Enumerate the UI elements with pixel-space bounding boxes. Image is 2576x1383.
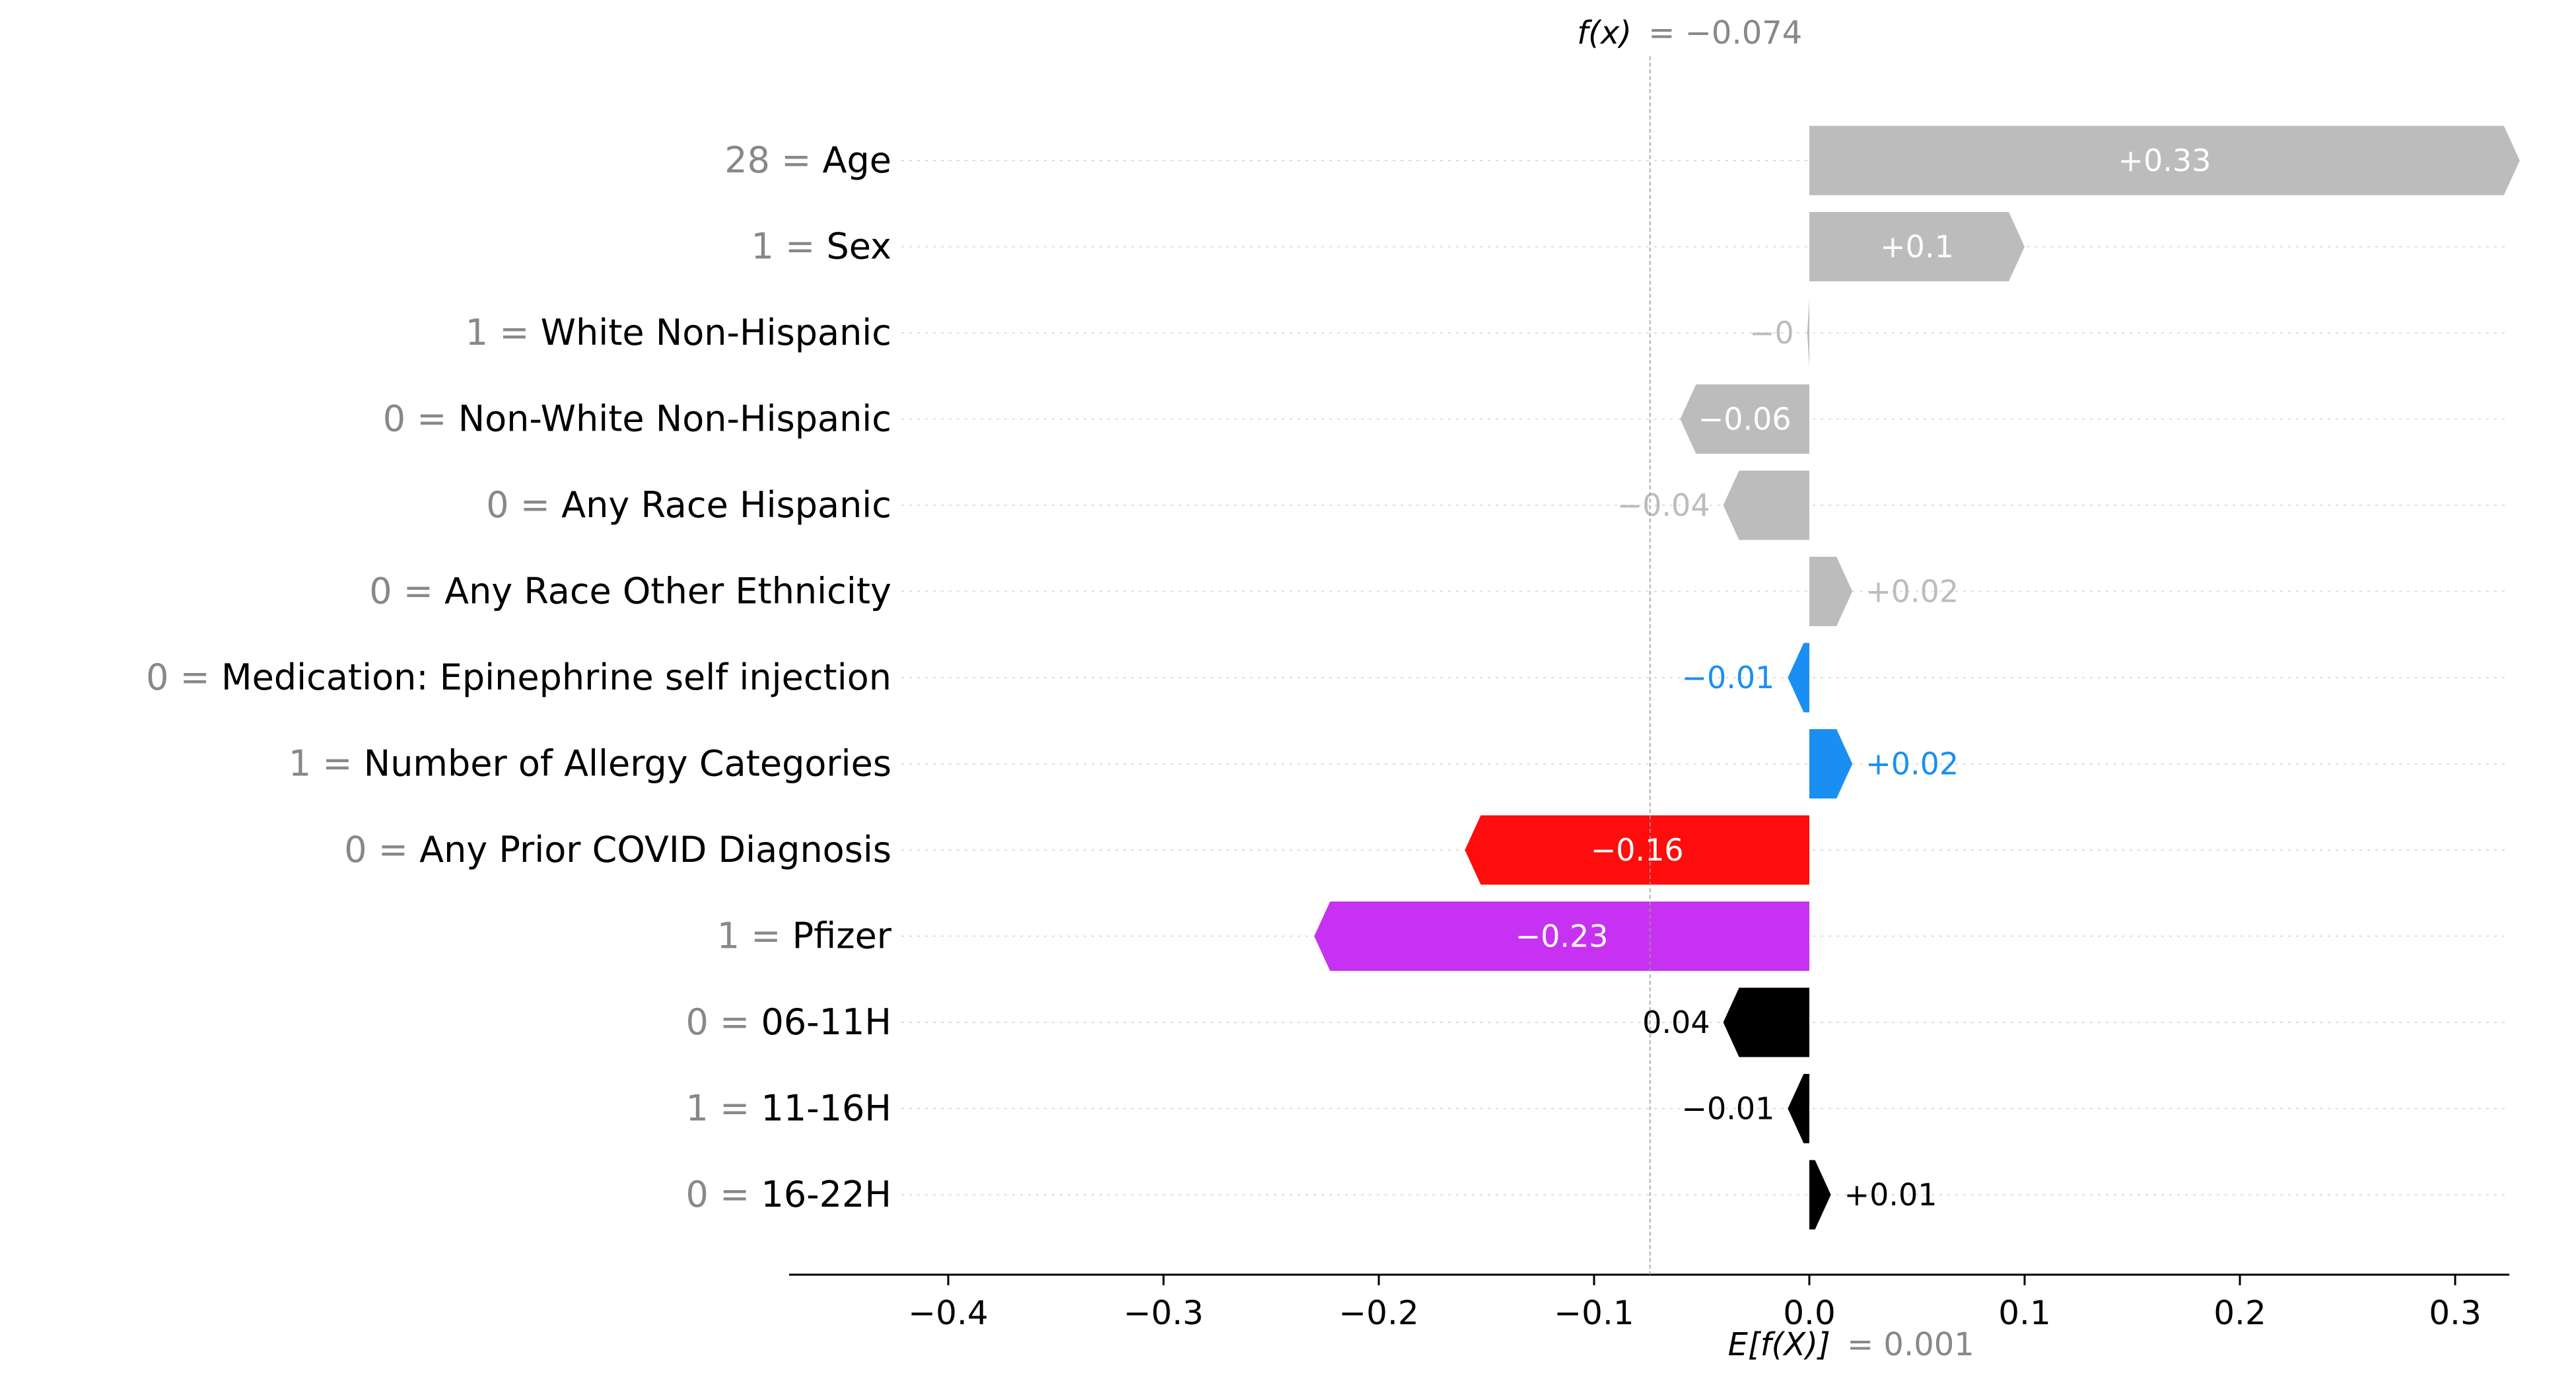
bar-white-non-hispanic [1807, 298, 1809, 368]
bars: +0.33 +0.1 −0 −0.06 −0.04 +0.02 −0.01 +0.02 −0.1… [1314, 125, 2520, 1230]
feature-value: 1 = [466, 312, 541, 353]
feature-name: 16-22H [761, 1174, 891, 1215]
bar-value-label: +0.02 [1865, 746, 1959, 782]
bar-pfizer [1314, 902, 1809, 971]
bar-value-label: +0.1 [1880, 229, 1954, 265]
x-tick-label: −0.2 [1339, 1294, 1418, 1332]
x-tick-label: 0.1 [1998, 1294, 2051, 1332]
feature-label: 0 = Any Prior COVID Diagnosis [344, 829, 891, 870]
feature-label: 1 = Number of Allergy Categories [289, 743, 891, 785]
feature-value: 28 = [724, 139, 822, 181]
efx-annotation: E[f(X)] = 0.001 [1728, 1326, 1974, 1363]
bar-value-label: 0.04 [1642, 1005, 1710, 1040]
feature-label: 0 = Any Race Hispanic [486, 484, 891, 526]
x-tick-label: 0.2 [2213, 1294, 2266, 1332]
feature-value: 0 = [686, 1174, 761, 1215]
x-tick-label: −0.1 [1554, 1294, 1634, 1332]
feature-name: 11-16H [761, 1088, 891, 1129]
bar-value-label: +0.01 [1844, 1177, 1937, 1213]
bar-value-label: −0.04 [1617, 487, 1710, 523]
feature-label: 0 = Medication: Epinephrine self injecti… [146, 656, 891, 698]
feature-label: 1 = Sex [751, 226, 891, 267]
feature-value: 1 = [686, 1088, 761, 1129]
feature-name: Medication: Epinephrine self injection [221, 656, 891, 698]
x-tick-label: −0.3 [1123, 1294, 1203, 1332]
x-tick-label: −0.4 [908, 1294, 988, 1332]
bar-non-white-non-hispanic [1680, 384, 1809, 454]
feature-label: 0 = 16-22H [686, 1174, 891, 1215]
feature-value: 0 = [369, 571, 444, 612]
bar-value-label: −0 [1749, 315, 1794, 351]
feature-name: Sex [826, 226, 891, 267]
bar-sex [1809, 212, 2025, 281]
bar-value-label: +0.02 [1865, 574, 1959, 610]
bar-06-11h [1723, 987, 1809, 1057]
efx-label: E[f(X)] [1728, 1326, 1830, 1363]
x-axis: −0.4 −0.3 −0.2 −0.1 0.0 0.1 0.2 0.3 [789, 1273, 2509, 1332]
bar-value-label: −0.01 [1681, 660, 1774, 695]
feature-name: Pfizer [792, 915, 892, 957]
fx-annotation: f(x) = −0.074 [1577, 15, 1802, 52]
feature-name: Age [823, 139, 891, 181]
feature-value: 1 = [289, 743, 364, 785]
feature-value: 1 = [751, 226, 827, 267]
bar-any-race-hispanic [1723, 470, 1809, 540]
bar-value-label: −0.23 [1515, 919, 1609, 954]
bar-medication-epinephrine-self-injection [1788, 643, 1809, 713]
feature-value: 0 = [383, 398, 458, 440]
feature-name: Any Race Other Ethnicity [444, 571, 891, 612]
bar-any-prior-covid-diagnosis [1465, 815, 1809, 885]
feature-name: 06-11H [761, 1001, 891, 1043]
feature-label: 0 = Any Race Other Ethnicity [369, 571, 891, 612]
bar-any-race-other-ethnicity [1809, 557, 1853, 626]
row-gridlines [901, 160, 2509, 1195]
feature-label: 1 = 11-16H [686, 1088, 891, 1129]
bar-value-label: +0.33 [2118, 143, 2211, 178]
feature-name: White Non-Hispanic [541, 312, 891, 353]
bar-number-of-allergy-categories [1809, 729, 1853, 798]
feature-value: 0 = [686, 1001, 761, 1043]
feature-value: 0 = [344, 829, 419, 870]
bar-value-label: −0.16 [1591, 832, 1684, 868]
feature-value: 0 = [146, 656, 221, 698]
x-tick-label: 0.0 [1783, 1294, 1836, 1332]
feature-name: Any Prior COVID Diagnosis [419, 829, 891, 870]
feature-value: 0 = [486, 484, 561, 526]
feature-name: Non-White Non-Hispanic [458, 398, 891, 440]
feature-value: 1 = [717, 915, 792, 957]
bar-value-label: −0.06 [1698, 402, 1792, 437]
annotations: f(x) = −0.074 E[f(X)] = 0.001 [1577, 15, 1974, 1363]
bar-age [1809, 125, 2520, 195]
feature-label: 1 = Pfizer [717, 915, 892, 957]
feature-label: 1 = White Non-Hispanic [466, 312, 891, 353]
feature-name: Number of Allergy Categories [364, 743, 891, 785]
bar-11-16h [1788, 1074, 1809, 1143]
feature-label: 0 = Non-White Non-Hispanic [383, 398, 891, 440]
bar-value-label: −0.01 [1681, 1091, 1774, 1127]
fx-label: f(x) [1577, 15, 1632, 52]
x-tick-label: 0.3 [2429, 1294, 2482, 1332]
feature-name: Any Race Hispanic [561, 484, 891, 526]
feature-label: 0 = 06-11H [686, 1001, 891, 1043]
efx-value: = 0.001 [1847, 1326, 1974, 1363]
feature-label: 28 = Age [724, 139, 891, 181]
fx-value: = −0.074 [1648, 15, 1802, 52]
bar-16-22h [1809, 1160, 1831, 1230]
